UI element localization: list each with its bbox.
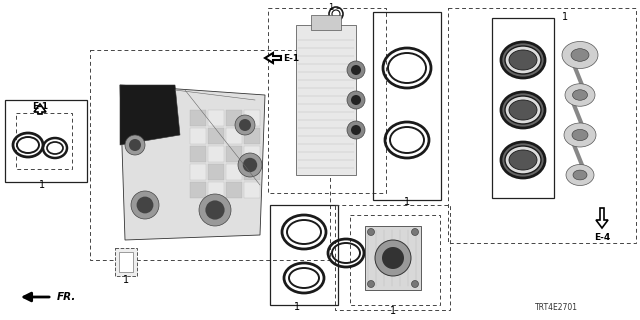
Circle shape bbox=[382, 247, 404, 269]
FancyBboxPatch shape bbox=[115, 248, 137, 276]
Text: TRT4E2701: TRT4E2701 bbox=[535, 303, 578, 312]
Bar bbox=[16, 113, 72, 169]
Bar bbox=[190, 110, 206, 126]
Circle shape bbox=[239, 119, 251, 131]
Text: 1: 1 bbox=[404, 197, 410, 207]
Circle shape bbox=[243, 158, 257, 172]
Circle shape bbox=[347, 91, 365, 109]
Circle shape bbox=[367, 281, 374, 287]
Bar bbox=[244, 128, 260, 144]
Bar bbox=[373, 12, 441, 200]
Bar bbox=[296, 25, 356, 175]
Bar bbox=[492, 18, 554, 198]
Ellipse shape bbox=[501, 42, 545, 78]
Circle shape bbox=[375, 240, 411, 276]
Circle shape bbox=[351, 125, 361, 135]
Ellipse shape bbox=[509, 150, 537, 170]
Ellipse shape bbox=[509, 50, 537, 70]
Bar bbox=[208, 110, 224, 126]
Ellipse shape bbox=[505, 96, 541, 124]
Circle shape bbox=[347, 121, 365, 139]
Bar bbox=[244, 164, 260, 180]
Text: 1: 1 bbox=[294, 302, 300, 312]
Ellipse shape bbox=[572, 129, 588, 140]
Bar bbox=[5, 100, 87, 182]
Ellipse shape bbox=[505, 146, 541, 174]
Bar bbox=[119, 252, 133, 272]
Bar bbox=[268, 8, 386, 193]
Text: E-1: E-1 bbox=[283, 53, 299, 62]
Ellipse shape bbox=[501, 142, 545, 178]
Ellipse shape bbox=[573, 90, 588, 100]
Bar bbox=[244, 146, 260, 162]
Circle shape bbox=[238, 153, 262, 177]
Ellipse shape bbox=[501, 92, 545, 128]
Circle shape bbox=[367, 228, 374, 236]
Bar bbox=[311, 15, 341, 30]
Ellipse shape bbox=[566, 164, 594, 186]
Bar bbox=[244, 110, 260, 126]
Bar bbox=[190, 146, 206, 162]
Bar bbox=[208, 128, 224, 144]
Circle shape bbox=[235, 115, 255, 135]
Text: 1: 1 bbox=[390, 306, 396, 316]
Bar bbox=[190, 164, 206, 180]
Bar bbox=[244, 182, 260, 198]
Bar bbox=[208, 182, 224, 198]
Ellipse shape bbox=[564, 123, 596, 147]
Circle shape bbox=[125, 135, 145, 155]
Ellipse shape bbox=[562, 42, 598, 68]
Ellipse shape bbox=[505, 46, 541, 74]
Circle shape bbox=[351, 95, 361, 105]
Bar bbox=[226, 110, 242, 126]
Bar bbox=[350, 215, 440, 305]
Bar bbox=[335, 205, 450, 310]
Circle shape bbox=[351, 65, 361, 75]
Bar bbox=[226, 182, 242, 198]
Bar bbox=[90, 50, 330, 260]
Circle shape bbox=[131, 191, 159, 219]
Ellipse shape bbox=[565, 84, 595, 106]
Text: 1: 1 bbox=[39, 180, 45, 190]
FancyBboxPatch shape bbox=[365, 226, 421, 290]
Bar bbox=[208, 164, 224, 180]
Bar bbox=[226, 146, 242, 162]
Circle shape bbox=[129, 139, 141, 151]
Text: 1: 1 bbox=[123, 275, 129, 285]
Ellipse shape bbox=[571, 49, 589, 61]
Circle shape bbox=[412, 228, 419, 236]
Text: FR.: FR. bbox=[57, 292, 76, 302]
Text: 1: 1 bbox=[328, 3, 333, 12]
Circle shape bbox=[205, 200, 225, 220]
Polygon shape bbox=[120, 85, 180, 145]
Bar bbox=[208, 146, 224, 162]
Text: E-1: E-1 bbox=[32, 101, 48, 110]
Ellipse shape bbox=[509, 100, 537, 120]
Bar bbox=[448, 8, 636, 243]
Text: E-4: E-4 bbox=[594, 233, 610, 242]
Polygon shape bbox=[120, 85, 265, 240]
Circle shape bbox=[347, 61, 365, 79]
Bar bbox=[226, 128, 242, 144]
Circle shape bbox=[199, 194, 231, 226]
Bar bbox=[270, 205, 338, 305]
Ellipse shape bbox=[573, 170, 587, 180]
Circle shape bbox=[136, 196, 154, 213]
Bar bbox=[190, 128, 206, 144]
Circle shape bbox=[412, 281, 419, 287]
Bar bbox=[226, 164, 242, 180]
Text: 1: 1 bbox=[562, 12, 568, 22]
Bar bbox=[190, 182, 206, 198]
